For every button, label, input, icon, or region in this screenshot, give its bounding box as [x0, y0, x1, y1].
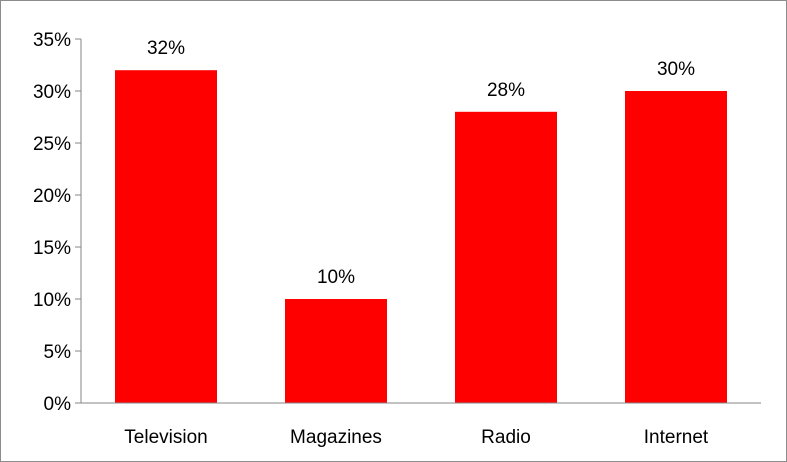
- bars: [115, 70, 727, 404]
- y-tick-label: 35%: [33, 30, 71, 51]
- data-labels: 32% 10% 28% 30%: [147, 38, 695, 288]
- y-tick-label: 25%: [33, 134, 71, 155]
- data-label: 30%: [657, 59, 695, 80]
- y-tick-label: 0%: [44, 394, 72, 415]
- x-category-label: Radio: [481, 427, 531, 448]
- y-tick-label: 5%: [44, 342, 72, 363]
- x-category-label: Television: [124, 427, 207, 448]
- y-tick-label: 15%: [33, 238, 71, 259]
- bar-internet: [625, 91, 727, 403]
- data-label: 32%: [147, 38, 185, 59]
- data-label: 28%: [487, 80, 525, 101]
- category-labels: Television Magazines Radio Internet: [124, 427, 709, 448]
- x-category-label: Magazines: [290, 427, 382, 448]
- y-axis-ticks: 0% 5% 10% 15% 20% 25% 30% 35%: [33, 30, 81, 415]
- bar-magazines: [285, 299, 387, 403]
- x-category-label: Internet: [644, 427, 709, 448]
- y-tick-label: 20%: [33, 186, 71, 207]
- y-tick-label: 30%: [33, 82, 71, 103]
- bar-radio: [455, 111, 557, 404]
- data-label: 10%: [317, 267, 355, 288]
- bar-television: [115, 70, 217, 403]
- y-tick-label: 10%: [33, 290, 71, 311]
